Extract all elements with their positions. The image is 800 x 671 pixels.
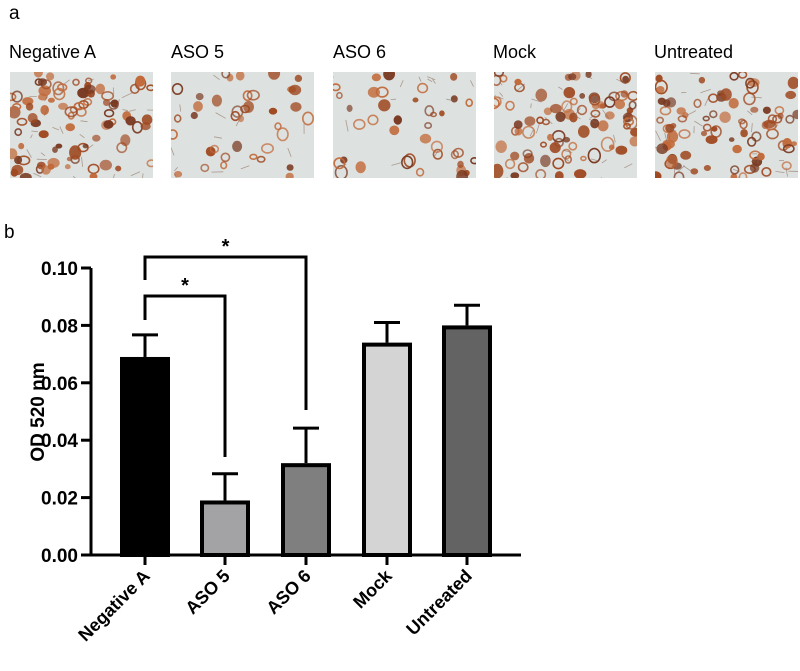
image-label-mock: Mock <box>493 42 537 62</box>
bar-chart: 0.000.020.040.060.080.10 ** Negative A AS… <box>28 236 521 645</box>
y-tick-label: 0.02 <box>41 489 78 510</box>
significance-star: * <box>222 236 230 258</box>
y-axis-label: OD 520 nm <box>28 362 49 461</box>
bar-aso-6 <box>281 463 331 557</box>
x-tick-label: Mock <box>349 565 396 612</box>
image-label-aso5: ASO 5 <box>171 42 225 62</box>
x-tick-label: Untreated <box>402 566 476 640</box>
y-tick-label: 0.10 <box>41 259 78 280</box>
significance-bracket <box>143 294 227 457</box>
bar-aso-5 <box>200 500 250 557</box>
micrograph-aso6 <box>333 72 476 178</box>
micrograph-mock <box>494 72 637 178</box>
significance-brackets: ** <box>143 236 308 457</box>
bar-untreated <box>442 325 492 557</box>
bars <box>120 303 492 557</box>
image-label-untreated: Untreated <box>654 42 734 62</box>
x-tick-label: Negative A <box>74 566 153 645</box>
y-tick-label: 0.04 <box>41 431 78 452</box>
significance-bracket <box>143 255 308 410</box>
image-label-negative-a: Negative A <box>9 42 97 62</box>
bar-negative-a <box>120 356 170 557</box>
micrograph-aso5 <box>171 72 314 178</box>
y-tick-label: 0.08 <box>41 316 78 337</box>
panel-a-letter: a <box>9 3 20 24</box>
x-tick-label: ASO 6 <box>262 566 314 618</box>
micrograph-untreated <box>655 72 798 178</box>
x-tick-label: ASO 5 <box>181 566 233 618</box>
y-tick-label: 0.00 <box>41 546 78 567</box>
bar-mock <box>362 342 412 557</box>
y-axis: 0.00 0.02 0.04 0.06 0.08 0.10 <box>41 259 93 567</box>
image-label-aso6: ASO 6 <box>333 42 387 62</box>
micrograph-negative-a <box>10 72 153 178</box>
y-tick-label: 0.06 <box>41 374 78 395</box>
significance-star: * <box>181 275 189 297</box>
x-axis: Negative A ASO 5 ASO 6 Mock Untreated <box>74 553 521 645</box>
panel-b-letter: b <box>4 222 15 243</box>
